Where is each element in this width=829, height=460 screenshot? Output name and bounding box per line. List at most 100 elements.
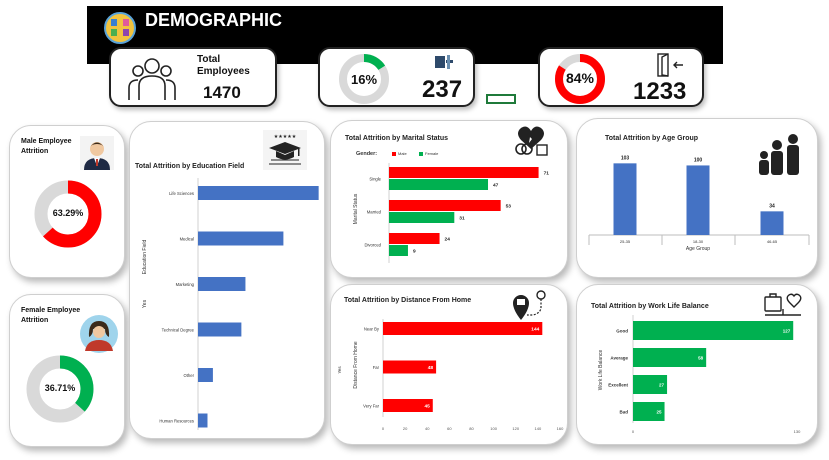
- marital-bar-female: [389, 179, 489, 190]
- total-employees-card: Total Employees 1470: [109, 47, 277, 107]
- education-bar: [198, 322, 242, 337]
- graduation-cap-icon: ★★★★★: [263, 130, 307, 170]
- worklife-chart-title: Total Attrition by Work Life Balance: [591, 303, 709, 310]
- education-category-label: Marketing: [176, 282, 195, 287]
- age-value-label: 34: [769, 203, 775, 209]
- age-category-label: 25-35: [620, 239, 631, 244]
- education-bar: [198, 368, 213, 382]
- distance-value-label: 48: [428, 365, 434, 371]
- education-category-label: Medical: [180, 237, 194, 242]
- distance-bar: [383, 360, 437, 374]
- marital-bar-female: [389, 212, 455, 223]
- female-card-title: Female Employee Attrition: [21, 307, 81, 324]
- female-donut: [26, 355, 94, 423]
- education-bar: [198, 277, 246, 291]
- distance-chart-svg: Yes Distance From Home 144 Near By 48 Far 45…: [337, 319, 564, 431]
- attrition-donut: [339, 54, 389, 104]
- male-attrition-value: 63.29%: [52, 208, 84, 218]
- worklife-category-label: Bad: [619, 409, 628, 414]
- education-chart-title: Total Attrition by Education Field: [135, 163, 245, 170]
- work-life-icon: [764, 293, 802, 316]
- worklife-bar: [633, 375, 668, 394]
- retained-percent: 84%: [565, 70, 595, 86]
- legend-male-swatch: [392, 152, 396, 156]
- page-title: DEMOGRAPHIC: [145, 10, 283, 30]
- worklife-chart-card: Total Attrition by Work Life Balance Wor…: [576, 284, 818, 445]
- distance-chart-title: Total Attrition by Distance From Home: [344, 297, 472, 304]
- distance-x-tick-label: 20: [403, 426, 408, 431]
- marital-value-label: 71: [544, 171, 550, 177]
- attrition-card: 16% 237: [318, 47, 475, 107]
- worklife-y-axis-label: Work Life Balance: [598, 350, 604, 391]
- age-chart-svg: Age Group 103 25-35 100 18-30 34 46-65: [588, 155, 810, 252]
- marital-value-label: 31: [459, 216, 465, 222]
- male-avatar-icon: [80, 136, 114, 170]
- distance-bar: [383, 322, 543, 335]
- worklife-category-label: Excellent: [608, 382, 628, 387]
- distance-value-label: 45: [424, 403, 430, 409]
- male-card-title: Male Employee Attrition: [21, 138, 72, 155]
- marital-legend-title: Gender:: [356, 151, 378, 157]
- distance-x-tick-label: 60: [447, 426, 452, 431]
- marital-bar-male: [389, 233, 440, 244]
- worklife-value-label: 127: [783, 328, 791, 333]
- education-category-label: Technical Degree: [162, 328, 195, 333]
- marital-chart-title: Total Attrition by Marital Status: [345, 135, 449, 142]
- total-employees-value: 1470: [203, 83, 241, 102]
- distance-x-tick-label: 140: [535, 426, 542, 431]
- distance-x-tick-label: 160: [557, 426, 564, 431]
- distance-chart-card: Total Attrition by Distance From Home Ye…: [330, 284, 568, 445]
- svg-text:★★★★★: ★★★★★: [274, 134, 297, 140]
- age-category-label: 46-65: [767, 239, 778, 244]
- education-chart-card: Total Attrition by Education Field ★★★★★…: [129, 121, 325, 439]
- worklife-bar: [633, 321, 794, 340]
- broken-heart-icon: [515, 126, 548, 156]
- worklife-x-tick-label: 0: [632, 429, 635, 434]
- legend-male-label: Male: [398, 151, 407, 156]
- selection-marker: [486, 94, 516, 104]
- retained-count: 1233: [633, 78, 687, 105]
- attrition-count: 237: [422, 76, 463, 103]
- age-chart-title: Total Attrition by Age Group: [605, 135, 699, 142]
- worklife-value-label: 25: [657, 409, 663, 414]
- age-bar: [686, 165, 710, 235]
- legend-female-label: Female: [425, 151, 439, 156]
- distance-value-label: 144: [531, 326, 539, 332]
- distance-y-axis-label: Distance From Home: [353, 341, 359, 388]
- marital-value-label: 24: [445, 237, 451, 243]
- worklife-bar: [633, 348, 707, 367]
- retained-card: 84% 1233: [538, 47, 704, 107]
- worklife-value-label: 58: [698, 355, 704, 360]
- education-category-label: Other: [184, 373, 195, 378]
- marital-bar-female: [389, 245, 408, 256]
- attrition-percent: 16%: [350, 72, 378, 87]
- marital-y-axis-label: Marital Status: [353, 193, 359, 224]
- education-y-axis-label: Education Field: [142, 240, 148, 275]
- marital-value-label: 53: [506, 204, 512, 210]
- age-value-label: 100: [694, 157, 703, 163]
- worklife-chart-svg: Work Life Balance 127 Good 58 Average 27 Exce…: [598, 315, 801, 434]
- age-value-label: 103: [621, 155, 630, 161]
- distance-category-label: Near By: [364, 326, 380, 331]
- male-attrition-card: Male Employee Attrition 63.29%: [9, 125, 125, 278]
- worklife-x-tick-label: 130: [794, 429, 801, 434]
- marital-chart-svg: Marital Status 71 47 Single 53 31 Married 24 9 D…: [353, 163, 550, 263]
- distance-x-tick-label: 0: [382, 426, 385, 431]
- distance-category-label: Far: [373, 365, 380, 370]
- marital-bar-male: [389, 200, 501, 211]
- male-donut: [34, 180, 102, 248]
- distance-x-tick-label: 100: [490, 426, 497, 431]
- distance-bar: [383, 399, 433, 412]
- education-bar: [198, 413, 208, 428]
- worklife-category-label: Average: [610, 355, 628, 360]
- education-chart-svg: Yes Education Field Life Sciences Medical…: [142, 178, 319, 430]
- total-employees-label: Total Employees: [197, 54, 250, 77]
- location-route-icon: [513, 290, 546, 320]
- distance-x-tick-label: 80: [469, 426, 474, 431]
- education-bar: [198, 231, 284, 246]
- education-category-label: Life Sciences: [169, 191, 194, 196]
- worklife-bar: [633, 402, 665, 421]
- marital-value-label: 47: [493, 183, 499, 189]
- leave-office-icon: [435, 55, 453, 69]
- exit-door-icon: [657, 53, 683, 77]
